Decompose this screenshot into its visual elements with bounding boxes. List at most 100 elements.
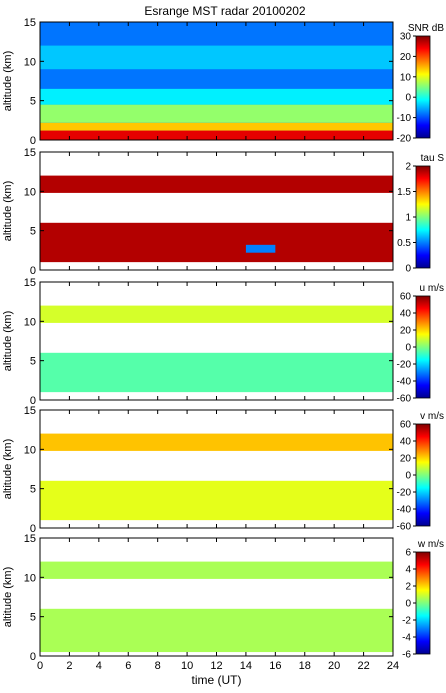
colorbar-label: SNR dB <box>408 23 444 34</box>
data-layer <box>40 45 393 70</box>
x-tick-label: 20 <box>328 660 340 672</box>
colorbar-label: w m/s <box>417 539 444 550</box>
x-tick-label: 2 <box>66 660 72 672</box>
y-tick-label: 0 <box>30 265 36 277</box>
colorbar-tick-label: 40 <box>400 309 412 320</box>
y-tick-label: 0 <box>30 395 36 407</box>
data-layer <box>40 88 393 105</box>
y-tick-label: 0 <box>30 523 36 535</box>
colorbar-tick-label: 1 <box>405 213 411 224</box>
colorbar-tick-label: 1.5 <box>397 187 411 198</box>
colorbar <box>415 35 431 139</box>
y-axis-label: altitude (km) <box>2 181 14 242</box>
colorbar-tick-label: 2 <box>405 162 411 173</box>
x-axis-label: time (UT) <box>192 673 242 687</box>
x-tick-label: 0 <box>37 660 43 672</box>
panel-1: 0 5 10 15 altitude (km) tau S 2 1.5 1 0.5 0 <box>2 147 444 277</box>
colorbar-tick-label: 0 <box>405 343 411 354</box>
colorbar-tick-label: -40 <box>397 377 412 388</box>
figure-title: Esrange MST radar 20100202 <box>144 4 306 18</box>
y-tick-label: 10 <box>24 572 36 584</box>
panel-4: 0 5 10 15 altitude (km) w m/s 6 4 2 0 -2 -4 -6 <box>2 533 444 663</box>
colorbar-tick-label: -10 <box>397 113 412 124</box>
y-tick-label: 10 <box>24 186 36 198</box>
colorbar-tick-label: 20 <box>400 52 412 63</box>
colorbar <box>415 165 431 269</box>
y-tick-label: 5 <box>30 356 36 368</box>
data-layer <box>40 305 393 323</box>
data-layer <box>40 175 393 193</box>
colorbar-tick-label: 6 <box>405 548 411 559</box>
colorbar-tick-label: 10 <box>400 72 412 83</box>
x-tick-label: 14 <box>240 660 252 672</box>
colorbar-tick-label: 4 <box>405 565 411 576</box>
data-layer <box>40 433 393 451</box>
y-tick-label: 5 <box>30 484 36 496</box>
x-tick-label: 18 <box>299 660 311 672</box>
colorbar-tick-label: 0 <box>405 599 411 610</box>
y-tick-label: 15 <box>24 405 36 417</box>
y-tick-label: 5 <box>30 96 36 108</box>
colorbar <box>415 295 431 399</box>
y-tick-label: 15 <box>24 533 36 545</box>
colorbar-label: v m/s <box>420 411 444 422</box>
panel-3: 0 5 10 15 altitude (km) v m/s 60 40 20 0 -20 -40 -60 <box>2 405 444 535</box>
y-tick-label: 0 <box>30 651 36 663</box>
data-layer <box>245 244 276 253</box>
x-tick-label: 12 <box>210 660 222 672</box>
data-layer <box>40 608 393 653</box>
colorbar-tick-label: 20 <box>400 326 412 337</box>
colorbar-tick-label: 0 <box>405 471 411 482</box>
colorbar-tick-label: 0.5 <box>397 238 411 249</box>
data-layer <box>40 480 393 521</box>
colorbar-label: tau S <box>421 153 445 164</box>
colorbar-tick-label: 60 <box>400 420 412 431</box>
y-axis-label: altitude (km) <box>2 311 14 372</box>
colorbar-tick-label: -20 <box>397 134 412 145</box>
colorbar-tick-label: -2 <box>402 616 411 627</box>
colorbar-tick-label: 2 <box>405 582 411 593</box>
y-tick-label: 5 <box>30 612 36 624</box>
colorbar-tick-label: 40 <box>400 437 412 448</box>
x-tick-label: 22 <box>357 660 369 672</box>
y-tick-label: 15 <box>24 147 36 159</box>
data-layer <box>40 352 393 393</box>
colorbar-tick-label: -4 <box>402 633 411 644</box>
data-layer <box>40 104 393 123</box>
y-tick-label: 10 <box>24 56 36 68</box>
y-tick-label: 10 <box>24 316 36 328</box>
colorbar-tick-label: 60 <box>400 292 412 303</box>
colorbar-tick-label: -20 <box>397 488 412 499</box>
data-layer <box>40 122 393 131</box>
colorbar-tick-label: -40 <box>397 505 412 516</box>
colorbar-tick-label: 0 <box>405 264 411 275</box>
x-tick-label: 10 <box>181 660 193 672</box>
colorbar-tick-label: -6 <box>402 650 411 661</box>
colorbar-tick-label: 0 <box>405 93 411 104</box>
x-tick-label: 8 <box>155 660 161 672</box>
y-tick-label: 5 <box>30 226 36 238</box>
panel-2: 0 5 10 15 altitude (km) u m/s 60 40 20 0 -20 -40 -60 <box>2 277 444 407</box>
colorbar-tick-label: -60 <box>397 522 412 533</box>
colorbar-label: u m/s <box>420 283 444 294</box>
colorbar <box>415 423 431 527</box>
y-tick-label: 15 <box>24 17 36 29</box>
colorbar-tick-label: -20 <box>397 360 412 371</box>
y-tick-label: 0 <box>30 135 36 147</box>
data-layer <box>40 130 393 140</box>
y-tick-label: 10 <box>24 444 36 456</box>
data-layer <box>40 561 393 579</box>
colorbar-tick-label: 30 <box>400 32 412 43</box>
y-axis-label: altitude (km) <box>2 51 14 112</box>
y-axis-label: altitude (km) <box>2 439 14 500</box>
colorbar <box>415 551 431 655</box>
x-tick-label: 16 <box>269 660 281 672</box>
colorbar-tick-label: -60 <box>397 394 412 405</box>
data-layer <box>40 222 393 263</box>
y-tick-label: 15 <box>24 277 36 289</box>
x-tick-label: 6 <box>125 660 131 672</box>
x-tick-label: 4 <box>96 660 102 672</box>
colorbar-tick-label: 20 <box>400 454 412 465</box>
